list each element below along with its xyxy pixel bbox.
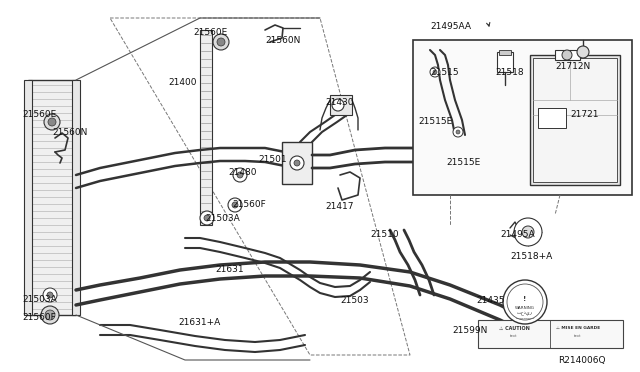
Bar <box>499 50 511 55</box>
Circle shape <box>514 218 542 246</box>
Text: 21560F: 21560F <box>232 200 266 209</box>
Circle shape <box>43 288 57 302</box>
Text: ─────────: ───────── <box>515 317 534 321</box>
Text: 21560N: 21560N <box>52 128 88 137</box>
Text: 21712N: 21712N <box>555 62 590 71</box>
Bar <box>330 95 352 115</box>
Circle shape <box>433 70 437 74</box>
Text: 21518+A: 21518+A <box>510 252 552 261</box>
Circle shape <box>562 50 572 60</box>
Text: 21430: 21430 <box>325 98 353 107</box>
Bar <box>282 142 312 184</box>
Circle shape <box>204 215 210 221</box>
Text: 21435: 21435 <box>476 296 504 305</box>
Circle shape <box>213 34 229 50</box>
Text: 21560E: 21560E <box>193 28 227 37</box>
Bar <box>478 320 623 348</box>
Circle shape <box>228 198 242 212</box>
Circle shape <box>41 306 59 324</box>
Text: text: text <box>510 334 518 338</box>
Bar <box>555 50 580 60</box>
Circle shape <box>456 130 460 134</box>
Text: ⚠ CAUTION: ⚠ CAUTION <box>499 326 529 331</box>
Bar <box>72 80 80 315</box>
Circle shape <box>232 202 238 208</box>
Text: text: text <box>574 334 582 338</box>
Circle shape <box>48 118 56 126</box>
Circle shape <box>47 292 53 298</box>
Text: 21503A: 21503A <box>205 214 240 223</box>
Text: 21515: 21515 <box>430 68 459 77</box>
Bar <box>200 30 212 225</box>
Circle shape <box>430 67 440 77</box>
Bar <box>24 80 32 315</box>
Text: 21417: 21417 <box>325 202 353 211</box>
Circle shape <box>522 226 534 238</box>
Text: 21631: 21631 <box>215 265 244 274</box>
Circle shape <box>200 211 214 225</box>
Circle shape <box>503 280 547 324</box>
Circle shape <box>237 172 243 178</box>
Text: 21510: 21510 <box>370 230 399 239</box>
Circle shape <box>294 160 300 166</box>
Circle shape <box>453 127 463 137</box>
Text: 21501: 21501 <box>258 155 287 164</box>
Text: 21599N: 21599N <box>452 326 488 335</box>
Bar <box>538 108 566 128</box>
Text: 21515E: 21515E <box>446 158 480 167</box>
Text: 21480: 21480 <box>228 168 257 177</box>
Text: 21560F: 21560F <box>22 313 56 322</box>
Text: 21515E: 21515E <box>418 117 452 126</box>
Text: WARNING: WARNING <box>515 306 535 310</box>
Bar <box>413 40 632 195</box>
Circle shape <box>217 38 225 46</box>
Text: R214006Q: R214006Q <box>558 356 605 365</box>
Circle shape <box>332 99 344 111</box>
Text: 21560E: 21560E <box>22 110 56 119</box>
Bar <box>28 80 76 315</box>
Circle shape <box>44 114 60 130</box>
Text: 21495A: 21495A <box>500 230 534 239</box>
Circle shape <box>507 284 543 320</box>
Text: ⚠ MISE EN GARDE: ⚠ MISE EN GARDE <box>556 326 600 330</box>
Text: 21495AA: 21495AA <box>430 22 471 31</box>
Circle shape <box>577 46 589 58</box>
Text: 21721: 21721 <box>570 110 598 119</box>
Text: 21503A: 21503A <box>22 295 57 304</box>
Text: 21518: 21518 <box>495 68 524 77</box>
Circle shape <box>290 156 304 170</box>
Text: 21631+A: 21631+A <box>178 318 220 327</box>
Bar <box>497 52 513 72</box>
Circle shape <box>45 310 55 320</box>
Text: 21503: 21503 <box>340 296 369 305</box>
Circle shape <box>233 168 247 182</box>
Polygon shape <box>518 291 532 305</box>
Bar <box>533 58 617 182</box>
Text: 21560N: 21560N <box>265 36 300 45</box>
Text: تحذير: تحذير <box>517 311 533 315</box>
Text: 21400: 21400 <box>168 78 196 87</box>
Bar <box>530 55 620 185</box>
Text: !: ! <box>524 296 527 302</box>
